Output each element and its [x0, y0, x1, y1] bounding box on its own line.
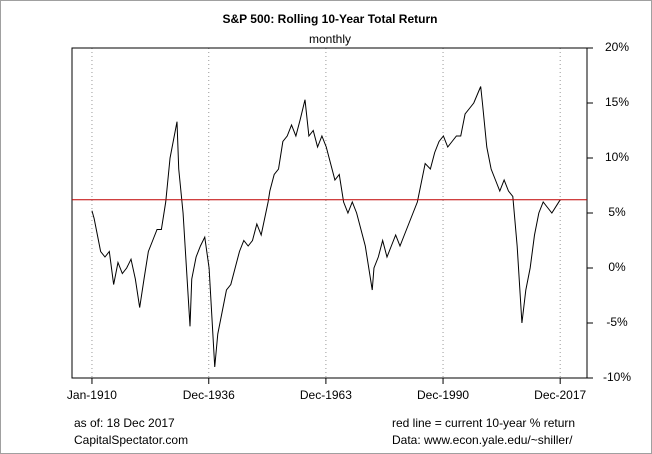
y-tick-label: 10% — [605, 150, 629, 164]
x-tick-label: Dec-1990 — [417, 388, 469, 402]
data-line — [91, 86, 561, 368]
chart-title: S&P 500: Rolling 10-Year Total Return — [223, 12, 438, 26]
footer-note: CapitalSpectator.com — [74, 433, 188, 447]
plot-area — [71, 47, 588, 379]
y-tick-label: -5% — [606, 315, 628, 329]
x-tick-label: Dec-2017 — [534, 388, 586, 402]
footer-note: as of: 18 Dec 2017 — [74, 416, 175, 430]
y-tick-label: 0% — [608, 260, 626, 274]
y-tick-label: 5% — [608, 205, 626, 219]
x-tick-label: Jan-1910 — [67, 388, 117, 402]
y-tick-label: 15% — [605, 95, 629, 109]
footer-note: Data: www.econ.yale.edu/~shiller/ — [392, 433, 573, 447]
footer-note: red line = current 10-year % return — [392, 416, 575, 430]
y-tick-label: -10% — [603, 370, 631, 384]
x-tick-label: Dec-1963 — [300, 388, 352, 402]
chart-subtitle: monthly — [309, 32, 351, 46]
y-tick-label: 20% — [605, 40, 629, 54]
x-tick-label: Dec-1936 — [183, 388, 235, 402]
